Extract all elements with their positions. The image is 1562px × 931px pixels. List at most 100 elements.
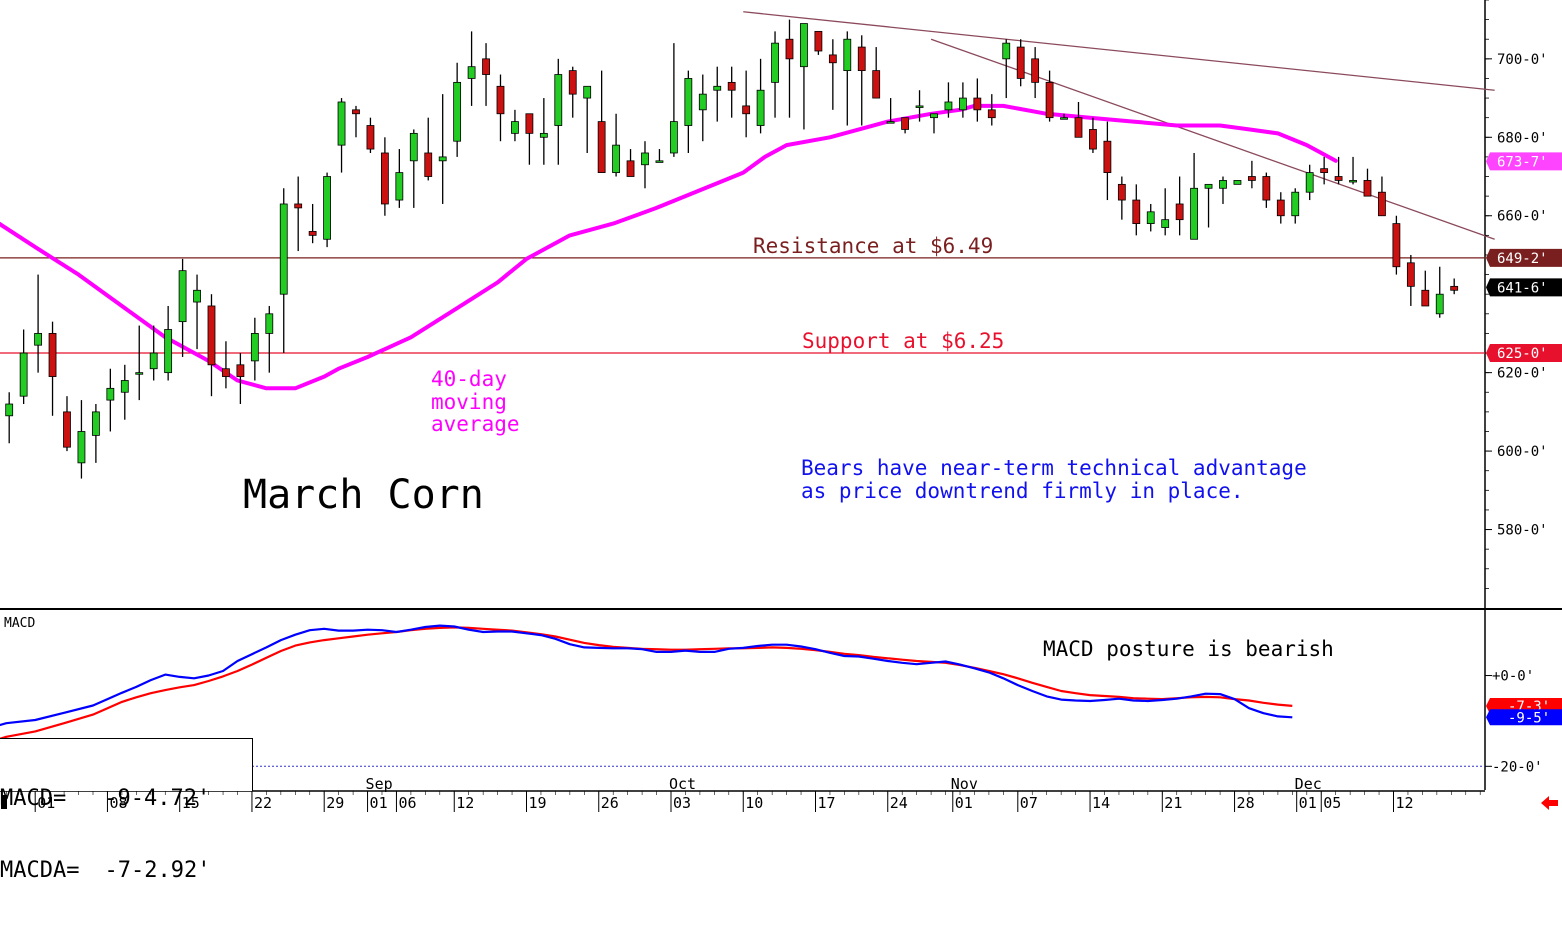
candle-body (250, 333, 259, 362)
day-tick-label: 08 (109, 794, 127, 812)
day-tick-label: 05 (1323, 794, 1341, 812)
candle (1378, 176, 1386, 217)
candle-body (193, 289, 201, 303)
annotation-line-1: Bears have near-term technical advantage (801, 456, 1307, 480)
candle (207, 294, 216, 397)
price-axis: 580-0' 600-0' 620-0' 660-0' 680-0' 700-0' 673-… (1485, 0, 1562, 589)
candle-body (872, 70, 881, 99)
candle (395, 149, 404, 208)
price-tick-label: 700-0' (1497, 52, 1548, 68)
candle-body (915, 105, 924, 108)
candle-body (828, 54, 837, 64)
candle (5, 392, 14, 444)
month-label: Nov (951, 775, 978, 793)
scroll-marker[interactable] (1, 795, 7, 809)
candle-body (467, 66, 476, 79)
candle-body (279, 203, 288, 295)
macda-readout-row: MACDA= -7-2.92' (0, 859, 252, 883)
candle (222, 341, 230, 389)
day-tick-label: 12 (1396, 794, 1414, 812)
candle (828, 39, 837, 110)
ma-label-line-3: average (431, 412, 520, 436)
day-tick-label: 14 (1092, 794, 1110, 812)
candle-body (496, 85, 505, 115)
scroll-left-arrow-icon[interactable] (1541, 796, 1558, 810)
candle-body (91, 411, 100, 436)
macd-tick-label: -20-0' (1492, 759, 1543, 775)
candle-body (1247, 176, 1256, 181)
candle (511, 109, 519, 142)
candle (308, 203, 317, 244)
price-tick-label: 600-0' (1497, 444, 1548, 460)
candle-body (106, 387, 115, 401)
candle (626, 149, 635, 177)
candle-body (525, 113, 534, 134)
candle-body (612, 144, 620, 173)
candle-body (63, 411, 71, 448)
candle (380, 137, 389, 216)
candle (48, 321, 57, 416)
candle-body (1146, 211, 1155, 224)
candle-body (1031, 58, 1040, 83)
candle (655, 149, 664, 163)
macd-readout: MACD= -9-4.72' MACDA= -7-2.92' (0, 738, 253, 883)
candle-body (1002, 42, 1011, 60)
candle (265, 305, 274, 373)
candle-body (77, 431, 86, 464)
candle (1363, 168, 1372, 197)
month-label: Sep (366, 775, 393, 793)
candle (583, 85, 592, 153)
candle (279, 188, 288, 354)
candle (944, 82, 953, 118)
candle (1146, 203, 1155, 232)
candle (467, 31, 476, 106)
candle (1247, 160, 1256, 189)
candle-body (1392, 223, 1401, 268)
candle-body (1435, 293, 1444, 315)
candle (1089, 117, 1097, 153)
candle (930, 113, 938, 134)
candle-body (323, 176, 331, 240)
candle (1074, 101, 1083, 138)
time-axis: 2501081522290106121926031017240107142128… (6, 775, 1481, 812)
resistance-label: Resistance at $6.49 (753, 234, 993, 258)
candle (1406, 254, 1415, 306)
candle-body (236, 364, 245, 377)
price-flag-label: 673-7' (1497, 154, 1548, 170)
day-tick-label: 10 (745, 794, 763, 812)
candle-body (1219, 180, 1227, 189)
candle (164, 305, 173, 381)
macd-flag-box (1486, 709, 1562, 726)
candle-body (958, 97, 967, 111)
candle (901, 117, 909, 134)
candle (958, 82, 967, 118)
day-tick-label: 28 (1237, 794, 1255, 812)
candle (193, 274, 201, 350)
candle-body (1117, 183, 1126, 201)
price-flag-label: 649-2' (1497, 251, 1548, 267)
candle (612, 113, 620, 177)
candle (1349, 156, 1357, 185)
candle (785, 19, 794, 118)
macd-tick-label: +0-0' (1492, 669, 1534, 685)
macd-flag-label: -9-5' (1508, 710, 1550, 726)
price-flag: 641-6' (1486, 278, 1562, 297)
candle-body (424, 152, 433, 177)
candle (1291, 188, 1300, 224)
price-flag-box (1486, 278, 1562, 297)
candle-body (742, 105, 751, 115)
candle (1175, 176, 1184, 236)
candle-body (1233, 180, 1242, 185)
candle-body (1074, 117, 1083, 138)
candle (19, 329, 28, 405)
candle-body (34, 333, 42, 346)
candle-body (1190, 187, 1198, 240)
candle-body (1089, 129, 1097, 150)
candle-body (713, 85, 722, 91)
candle-body (1016, 46, 1025, 79)
candle (1262, 172, 1271, 208)
candle-body (930, 113, 938, 119)
price-tick-label: 620-0' (1497, 366, 1548, 382)
macd-signal-series (0, 626, 1293, 740)
macd-panel-title: MACD (4, 616, 35, 631)
